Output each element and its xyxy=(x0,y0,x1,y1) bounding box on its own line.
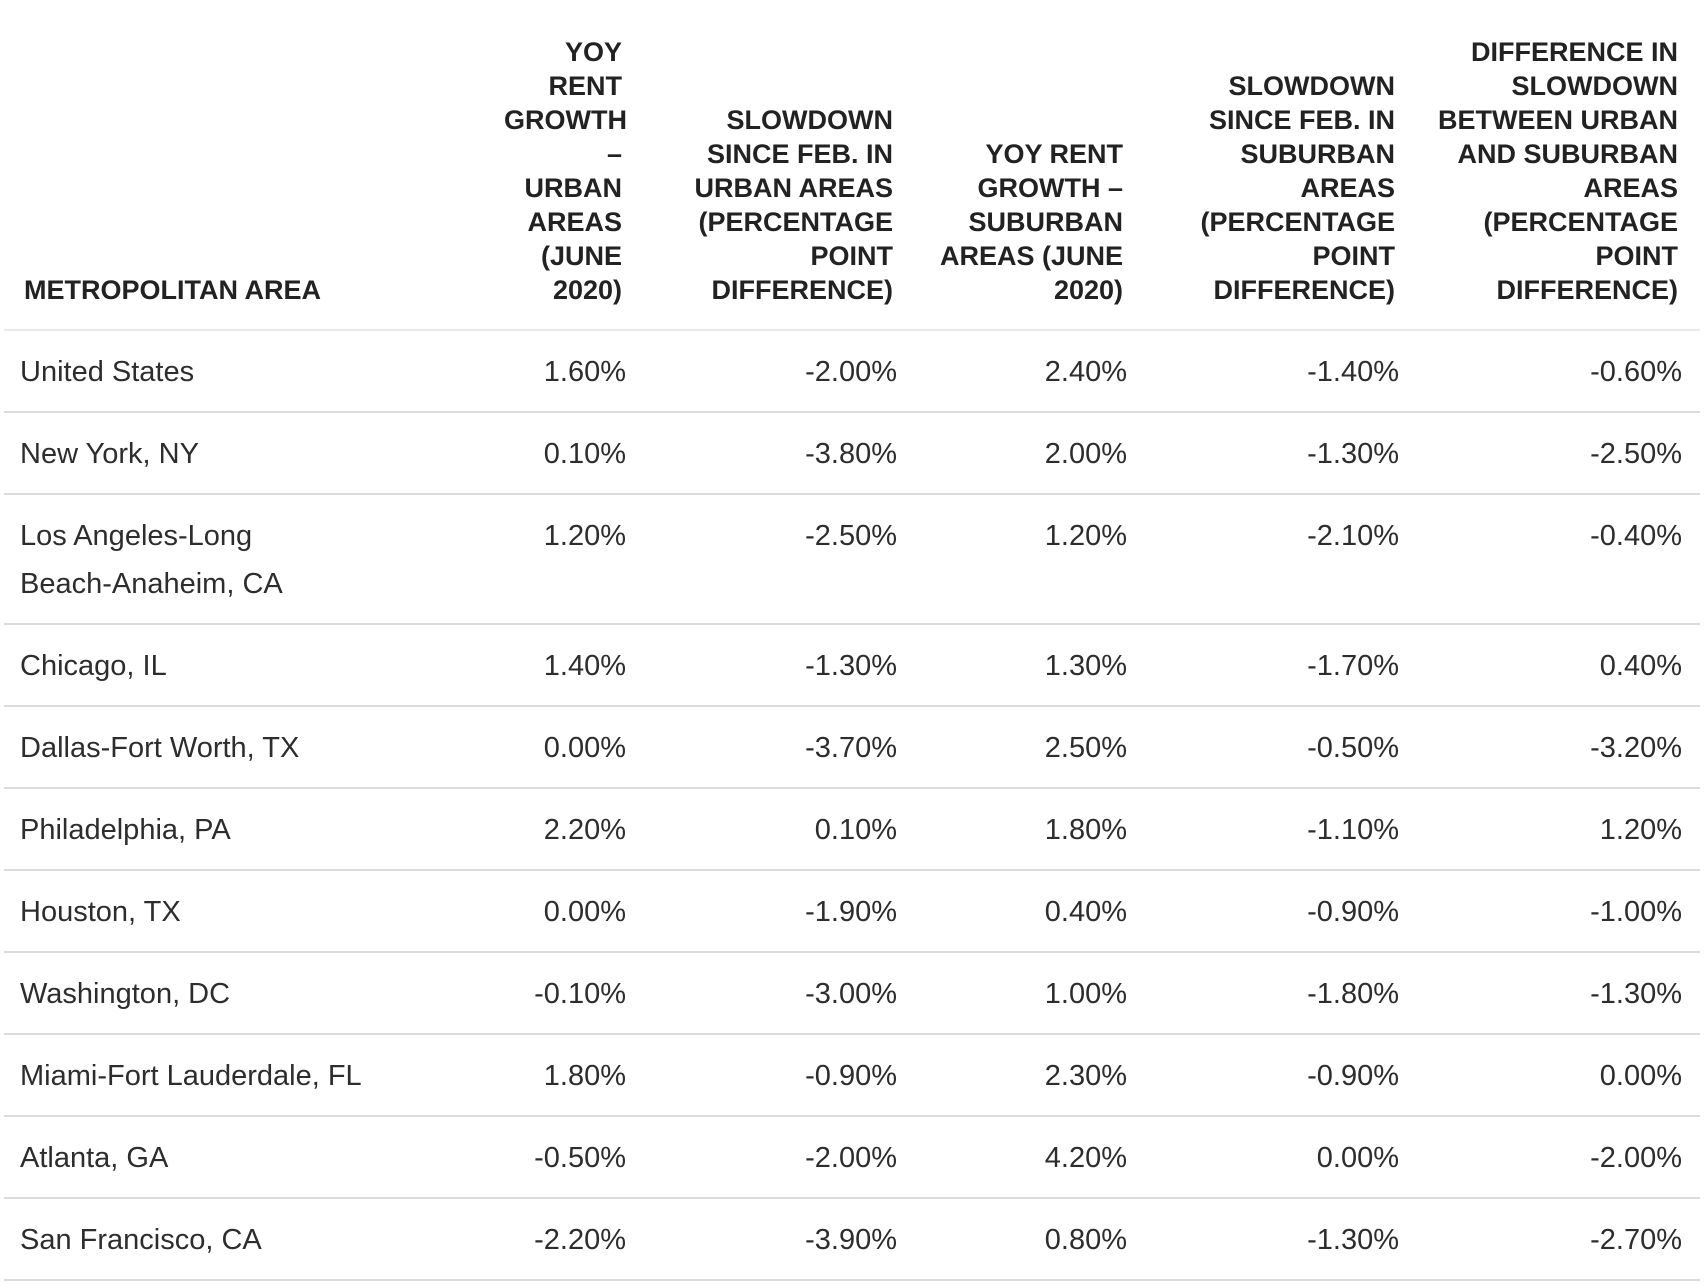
table-row: Miami-Fort Lauderdale, FL 1.80% -0.90% 2.30… xyxy=(4,1034,1700,1117)
column-header-urban-yoy-growth: YOY RENT GROWTH – URBAN AREAS (JUNE 2020… xyxy=(484,0,644,331)
suburban-yoy-cell: 0.80% xyxy=(915,1198,1145,1281)
metro-area-cell: Washington, DC xyxy=(4,952,484,1035)
table-row: New York, NY 0.10% -3.80% 2.00% -1.30% -2.50% xyxy=(4,412,1700,495)
urban-yoy-cell: 1.80% xyxy=(484,1034,644,1117)
suburban-yoy-cell: 2.40% xyxy=(915,330,1145,413)
urban-yoy-cell: 0.00% xyxy=(484,870,644,953)
table-header: METROPOLITAN AREA YOY RENT GROWTH – URBAN… xyxy=(4,0,1700,331)
slowdown-difference-cell: -2.50% xyxy=(1417,412,1700,495)
suburban-slowdown-cell: -2.10% xyxy=(1145,494,1417,625)
rent-growth-table: METROPOLITAN AREA YOY RENT GROWTH – URBAN… xyxy=(4,0,1700,1281)
table-row: Los Angeles-Long Beach-Anaheim, CA 1.20% -… xyxy=(4,494,1700,625)
urban-yoy-cell: -2.20% xyxy=(484,1198,644,1281)
suburban-yoy-cell: 4.20% xyxy=(915,1116,1145,1199)
suburban-slowdown-cell: -1.10% xyxy=(1145,788,1417,871)
metro-area-cell: Los Angeles-Long Beach-Anaheim, CA xyxy=(4,494,484,625)
suburban-slowdown-cell: -0.90% xyxy=(1145,870,1417,953)
urban-yoy-cell: -0.50% xyxy=(484,1116,644,1199)
slowdown-difference-cell: -0.40% xyxy=(1417,494,1700,625)
urban-yoy-cell: 1.40% xyxy=(484,624,644,707)
suburban-slowdown-cell: -0.90% xyxy=(1145,1034,1417,1117)
column-header-suburban-slowdown: SLOWDOWN SINCE FEB. IN SUBURBAN AREAS (P… xyxy=(1145,0,1417,331)
urban-yoy-cell: 0.00% xyxy=(484,706,644,789)
urban-yoy-cell: 1.20% xyxy=(484,494,644,625)
urban-slowdown-cell: -3.70% xyxy=(644,706,915,789)
slowdown-difference-cell: -1.00% xyxy=(1417,870,1700,953)
metro-area-cell: United States xyxy=(4,330,484,413)
urban-slowdown-cell: -3.90% xyxy=(644,1198,915,1281)
table-row: Dallas-Fort Worth, TX 0.00% -3.70% 2.50% -0.… xyxy=(4,706,1700,789)
suburban-yoy-cell: 2.30% xyxy=(915,1034,1145,1117)
slowdown-difference-cell: 1.20% xyxy=(1417,788,1700,871)
urban-slowdown-cell: -2.00% xyxy=(644,1116,915,1199)
table-row: United States 1.60% -2.00% 2.40% -1.40% -0.60… xyxy=(4,330,1700,413)
metro-area-cell: San Francisco, CA xyxy=(4,1198,484,1281)
table-row: Houston, TX 0.00% -1.90% 0.40% -0.90% -1.00% xyxy=(4,870,1700,953)
table-row: Chicago, IL 1.40% -1.30% 1.30% -1.70% 0.40% xyxy=(4,624,1700,707)
slowdown-difference-cell: 0.40% xyxy=(1417,624,1700,707)
slowdown-difference-cell: 0.00% xyxy=(1417,1034,1700,1117)
slowdown-difference-cell: -3.20% xyxy=(1417,706,1700,789)
rent-growth-table-container: METROPOLITAN AREA YOY RENT GROWTH – URBAN… xyxy=(4,0,1700,1281)
metro-area-cell: Houston, TX xyxy=(4,870,484,953)
column-header-urban-slowdown: SLOWDOWN SINCE FEB. IN URBAN AREAS (PERC… xyxy=(644,0,915,331)
slowdown-difference-cell: -2.70% xyxy=(1417,1198,1700,1281)
urban-slowdown-cell: -2.50% xyxy=(644,494,915,625)
suburban-slowdown-cell: -1.30% xyxy=(1145,412,1417,495)
urban-slowdown-cell: -2.00% xyxy=(644,330,915,413)
suburban-yoy-cell: 1.30% xyxy=(915,624,1145,707)
urban-yoy-cell: 0.10% xyxy=(484,412,644,495)
metro-area-cell: Dallas-Fort Worth, TX xyxy=(4,706,484,789)
urban-slowdown-cell: -1.90% xyxy=(644,870,915,953)
urban-slowdown-cell: -1.30% xyxy=(644,624,915,707)
suburban-slowdown-cell: -1.30% xyxy=(1145,1198,1417,1281)
urban-yoy-cell: -0.10% xyxy=(484,952,644,1035)
suburban-slowdown-cell: -1.40% xyxy=(1145,330,1417,413)
urban-slowdown-cell: -0.90% xyxy=(644,1034,915,1117)
metro-area-cell: Chicago, IL xyxy=(4,624,484,707)
urban-slowdown-cell: -3.00% xyxy=(644,952,915,1035)
suburban-yoy-cell: 2.00% xyxy=(915,412,1145,495)
metro-area-cell: Atlanta, GA xyxy=(4,1116,484,1199)
suburban-yoy-cell: 0.40% xyxy=(915,870,1145,953)
suburban-slowdown-cell: -1.70% xyxy=(1145,624,1417,707)
suburban-slowdown-cell: 0.00% xyxy=(1145,1116,1417,1199)
column-header-slowdown-difference: DIFFERENCE IN SLOWDOWN BETWEEN URBAN AND… xyxy=(1417,0,1700,331)
suburban-yoy-cell: 1.20% xyxy=(915,494,1145,625)
table-row: Philadelphia, PA 2.20% 0.10% 1.80% -1.10% 1.2… xyxy=(4,788,1700,871)
suburban-slowdown-cell: -1.80% xyxy=(1145,952,1417,1035)
metro-area-cell: Miami-Fort Lauderdale, FL xyxy=(4,1034,484,1117)
column-header-suburban-yoy-growth: YOY RENT GROWTH – SUBURBAN AREAS (JUNE 2… xyxy=(915,0,1145,331)
urban-slowdown-cell: 0.10% xyxy=(644,788,915,871)
column-header-metropolitan-area: METROPOLITAN AREA xyxy=(4,0,484,331)
urban-yoy-cell: 2.20% xyxy=(484,788,644,871)
table-row: San Francisco, CA -2.20% -3.90% 0.80% -1.30%… xyxy=(4,1198,1700,1281)
slowdown-difference-cell: -2.00% xyxy=(1417,1116,1700,1199)
metro-area-cell: New York, NY xyxy=(4,412,484,495)
urban-yoy-cell: 1.60% xyxy=(484,330,644,413)
slowdown-difference-cell: -1.30% xyxy=(1417,952,1700,1035)
slowdown-difference-cell: -0.60% xyxy=(1417,330,1700,413)
suburban-yoy-cell: 1.00% xyxy=(915,952,1145,1035)
table-row: Washington, DC -0.10% -3.00% 1.00% -1.80% -1.… xyxy=(4,952,1700,1035)
suburban-yoy-cell: 2.50% xyxy=(915,706,1145,789)
urban-slowdown-cell: -3.80% xyxy=(644,412,915,495)
suburban-yoy-cell: 1.80% xyxy=(915,788,1145,871)
table-row: Atlanta, GA -0.50% -2.00% 4.20% 0.00% -2.00% xyxy=(4,1116,1700,1199)
table-body: United States 1.60% -2.00% 2.40% -1.40% -0.60… xyxy=(4,330,1700,1281)
header-row: METROPOLITAN AREA YOY RENT GROWTH – URBAN… xyxy=(4,0,1700,331)
metro-area-cell: Philadelphia, PA xyxy=(4,788,484,871)
suburban-slowdown-cell: -0.50% xyxy=(1145,706,1417,789)
